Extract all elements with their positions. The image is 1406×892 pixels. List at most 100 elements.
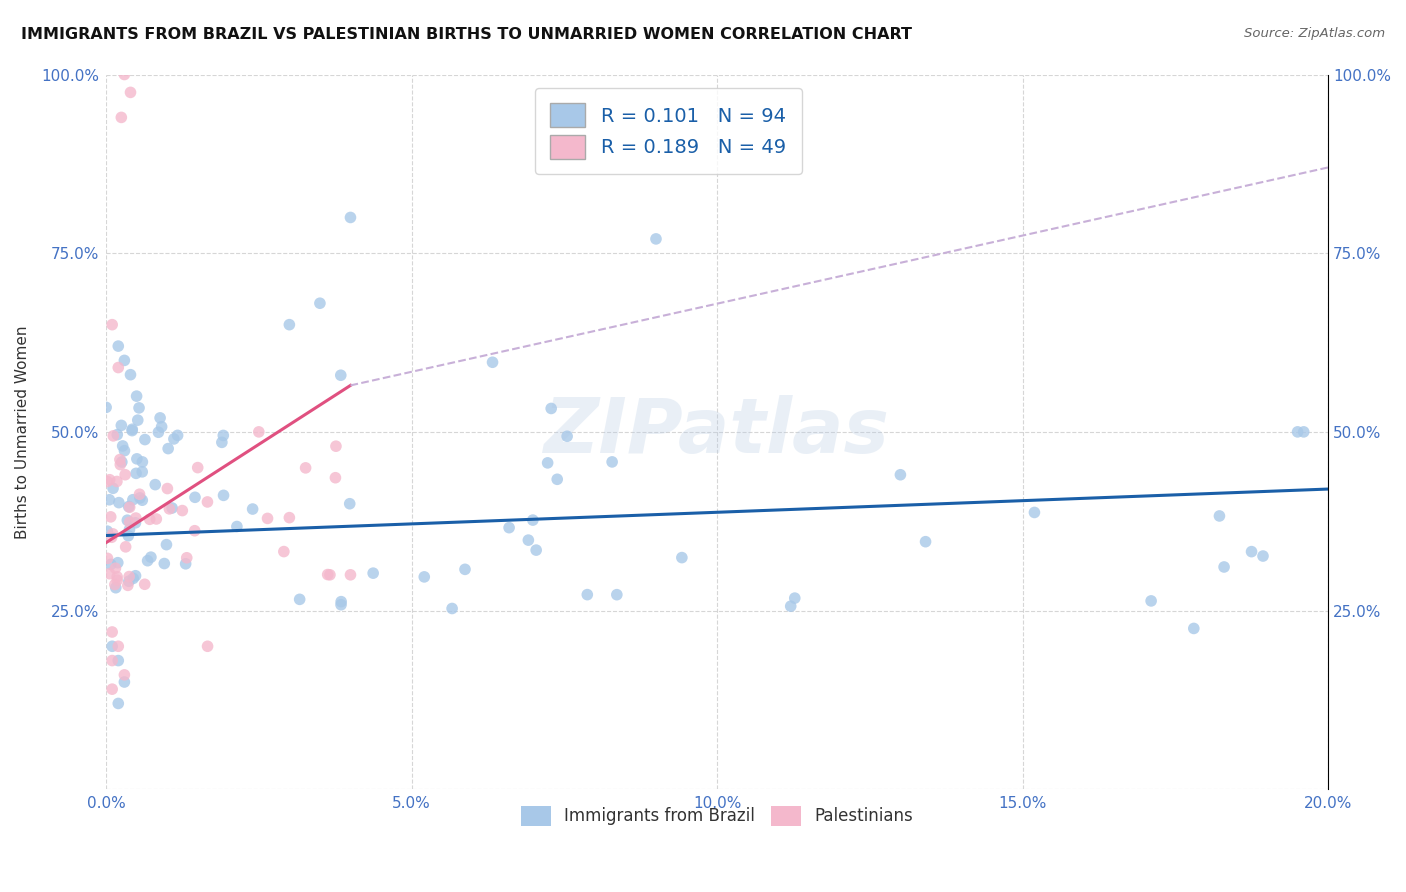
Point	[98, 492, 121, 507]
Point	[104, 577, 127, 591]
Point	[127, 413, 149, 427]
Point	[100, 558, 122, 572]
Point	[118, 574, 141, 589]
Point	[112, 353, 135, 368]
Point	[1213, 560, 1236, 574]
Point	[118, 500, 141, 515]
Point	[131, 455, 153, 469]
Point	[537, 456, 560, 470]
Point	[118, 523, 141, 537]
Point	[114, 443, 136, 458]
Point	[108, 495, 131, 509]
Point	[183, 524, 205, 538]
Point	[325, 471, 347, 485]
Point	[112, 68, 135, 82]
Point	[319, 567, 342, 582]
Point	[98, 473, 121, 487]
Point	[174, 557, 197, 571]
Point	[1240, 544, 1263, 558]
Point	[247, 425, 270, 439]
Point	[117, 578, 139, 592]
Point	[107, 339, 129, 353]
Point	[278, 318, 301, 332]
Point	[339, 497, 361, 511]
Point	[110, 418, 132, 433]
Text: Source: ZipAtlas.com: Source: ZipAtlas.com	[1244, 27, 1385, 40]
Point	[125, 389, 148, 403]
Point	[481, 355, 503, 369]
Point	[121, 422, 143, 436]
Point	[107, 640, 129, 654]
Point	[131, 493, 153, 508]
Point	[176, 550, 198, 565]
Point	[1182, 622, 1205, 636]
Point	[96, 524, 118, 538]
Point	[103, 429, 125, 443]
Point	[139, 550, 162, 565]
Point	[101, 654, 124, 668]
Point	[107, 556, 129, 570]
Point	[522, 513, 544, 527]
Point	[309, 296, 332, 310]
Point	[101, 481, 124, 495]
Point	[98, 566, 121, 581]
Point	[124, 516, 146, 530]
Point	[105, 573, 128, 587]
Point	[211, 435, 233, 450]
Point	[361, 566, 384, 581]
Point	[138, 512, 160, 526]
Point	[101, 625, 124, 640]
Point	[606, 588, 628, 602]
Point	[413, 570, 436, 584]
Point	[129, 491, 152, 505]
Point	[122, 492, 145, 507]
Point	[101, 318, 124, 332]
Point	[136, 554, 159, 568]
Point	[111, 455, 134, 469]
Y-axis label: Births to Unmarried Women: Births to Unmarried Women	[15, 325, 30, 539]
Point	[157, 442, 180, 456]
Point	[118, 515, 141, 529]
Point	[134, 577, 156, 591]
Point	[131, 465, 153, 479]
Point	[454, 562, 477, 576]
Point	[339, 567, 361, 582]
Point	[105, 570, 128, 584]
Point	[256, 511, 278, 525]
Point	[143, 477, 166, 491]
Point	[212, 428, 235, 442]
Point	[294, 461, 316, 475]
Point	[101, 682, 124, 697]
Point	[212, 488, 235, 502]
Point	[100, 530, 122, 544]
Point	[101, 640, 124, 654]
Point	[889, 467, 911, 482]
Point	[441, 601, 464, 615]
Point	[101, 527, 124, 541]
Point	[149, 410, 172, 425]
Point	[330, 595, 353, 609]
Point	[225, 519, 247, 533]
Point	[645, 232, 668, 246]
Point	[1140, 594, 1163, 608]
Point	[114, 540, 136, 554]
Point	[157, 501, 180, 516]
Point	[120, 86, 142, 100]
Point	[184, 491, 207, 505]
Point	[96, 475, 118, 489]
Point	[330, 598, 353, 612]
Point	[783, 591, 806, 606]
Point	[128, 401, 150, 415]
Point	[166, 428, 188, 442]
Point	[110, 458, 132, 472]
Point	[555, 429, 578, 443]
Point	[108, 452, 131, 467]
Point	[329, 368, 352, 383]
Point	[107, 654, 129, 668]
Point	[278, 510, 301, 524]
Point	[105, 427, 128, 442]
Point	[118, 569, 141, 583]
Point	[1251, 549, 1274, 563]
Point	[104, 561, 127, 575]
Point	[112, 668, 135, 682]
